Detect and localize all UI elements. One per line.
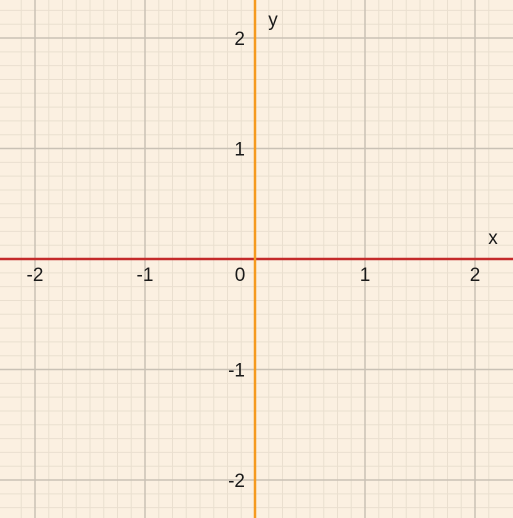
y-tick-label: 2 (234, 29, 245, 50)
tick-labels: -2 -1 0 1 2 2 1 -1 -2 (27, 29, 481, 492)
y-tick-label: -2 (228, 471, 245, 492)
y-tick-label: -1 (228, 361, 245, 382)
x-tick-label: -2 (27, 265, 44, 286)
x-tick-label: 0 (235, 265, 246, 286)
x-tick-label: -1 (137, 265, 154, 286)
x-tick-label: 1 (360, 265, 371, 286)
y-axis-label: y (268, 10, 278, 31)
y-tick-label: 1 (234, 140, 245, 161)
x-axis-label: x (488, 228, 498, 249)
x-tick-label: 2 (470, 265, 481, 286)
